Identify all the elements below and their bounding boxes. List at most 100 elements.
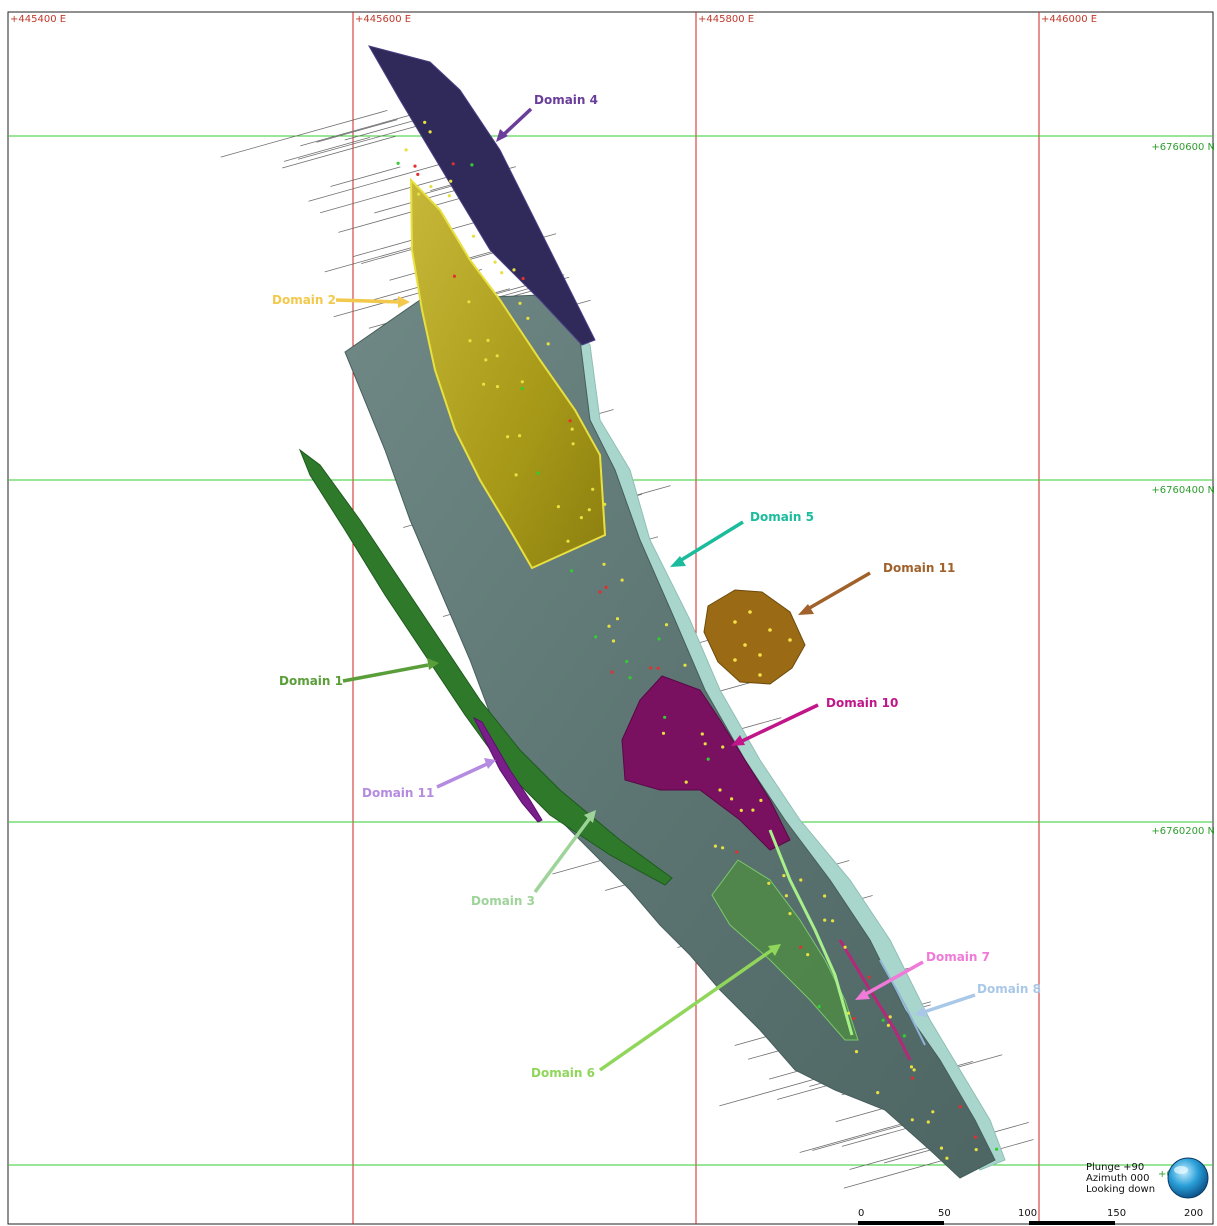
arrow-domain-7 xyxy=(863,960,924,997)
sample-points xyxy=(396,120,999,1160)
sample-point xyxy=(881,1018,885,1022)
sample-point xyxy=(428,130,432,134)
domain-1-solid[interactable] xyxy=(298,448,673,886)
sample-point xyxy=(661,731,666,735)
sample-point xyxy=(452,274,456,278)
label-domain-4: Domain 4 xyxy=(534,93,598,107)
sample-point xyxy=(598,590,602,594)
sample-point xyxy=(512,268,516,272)
sample-point xyxy=(735,850,739,854)
sample-point xyxy=(703,742,707,746)
sample-point xyxy=(759,798,763,803)
sample-point xyxy=(852,1016,856,1021)
domain-11-east-solid[interactable] xyxy=(703,589,806,685)
sample-point xyxy=(518,301,522,305)
arrow-domain-10 xyxy=(739,703,819,744)
label-domain-3: Domain 3 xyxy=(471,894,535,908)
scale-tick-label: 0 xyxy=(858,1208,864,1219)
sample-point xyxy=(758,653,762,657)
view-orientation-compass[interactable] xyxy=(1167,1157,1209,1199)
domain-2-solid[interactable] xyxy=(409,177,607,570)
sample-point xyxy=(945,1156,949,1160)
sample-point xyxy=(846,1011,851,1015)
domain-10-solid[interactable] xyxy=(621,675,791,851)
arrow-head-icon xyxy=(584,810,596,823)
label-domain-11-east: Domain 11 xyxy=(883,561,955,575)
domain-11-west-solid[interactable] xyxy=(472,716,543,823)
arrow-domain-4 xyxy=(498,107,533,140)
arrow-domain-6 xyxy=(598,948,774,1072)
label-domain-6: Domain 6 xyxy=(531,1066,595,1080)
sample-point xyxy=(886,1023,891,1027)
drillhole-trace xyxy=(316,119,398,143)
easting-labels: +445400 E +445600 E +445800 E +446000 E xyxy=(10,14,1097,25)
arrow-domain-3 xyxy=(533,816,592,894)
northing-label: +6760600 N xyxy=(1151,142,1215,153)
sample-point xyxy=(721,846,725,850)
sample-point xyxy=(413,164,417,168)
sample-point xyxy=(700,732,704,736)
scale-tick-label: 200 xyxy=(1184,1208,1203,1219)
sample-point xyxy=(417,192,421,196)
sample-point xyxy=(482,382,486,386)
label-domain-8: Domain 8 xyxy=(977,982,1041,996)
scale-bar-segment xyxy=(858,1221,944,1225)
sample-point xyxy=(876,1091,880,1095)
easting-label: +445400 E xyxy=(10,14,66,25)
scale-bar: 0 50 100 150 200 xyxy=(858,1208,1203,1225)
sample-point xyxy=(451,162,455,166)
sample-point xyxy=(615,617,620,621)
arrow-head-icon xyxy=(914,1006,927,1017)
sample-point xyxy=(912,1068,916,1072)
sample-point xyxy=(748,610,752,614)
sample-point xyxy=(788,638,792,642)
sample-point xyxy=(603,502,607,506)
sample-point xyxy=(656,666,660,670)
sample-point xyxy=(591,487,595,491)
coordinate-grid xyxy=(8,12,1213,1224)
sample-point xyxy=(926,1120,930,1124)
sample-point xyxy=(721,745,725,749)
view-plunge: Plunge +90 xyxy=(1086,1162,1145,1173)
sample-point xyxy=(888,1015,892,1019)
sample-point xyxy=(449,179,453,183)
scale-tick-label: 150 xyxy=(1107,1208,1126,1219)
domain-7-vein xyxy=(838,939,912,1061)
scale-tick-label: 100 xyxy=(1018,1208,1037,1219)
drillhole-trace xyxy=(283,137,371,162)
sample-point xyxy=(495,354,499,358)
easting-label: +445800 E xyxy=(698,14,754,25)
sample-point xyxy=(799,945,803,949)
arrow-head-icon xyxy=(670,556,686,567)
sample-point xyxy=(570,569,574,573)
sample-point xyxy=(493,260,497,264)
compass-sphere-icon[interactable] xyxy=(1167,1157,1209,1199)
sample-point xyxy=(429,184,433,189)
sample-point xyxy=(854,1050,859,1054)
sample-point xyxy=(604,585,608,590)
sample-point xyxy=(587,508,591,512)
sample-point xyxy=(514,473,518,477)
sample-point xyxy=(902,1034,907,1038)
sample-point xyxy=(611,639,616,643)
label-domain-2: Domain 2 xyxy=(272,293,336,307)
sample-point xyxy=(467,300,471,304)
sample-point xyxy=(843,945,847,949)
sample-point xyxy=(536,471,540,475)
sample-point xyxy=(396,161,400,165)
sample-point xyxy=(416,172,420,176)
sample-point xyxy=(470,163,474,167)
sample-point xyxy=(939,1146,944,1150)
arrow-domain-1 xyxy=(342,663,429,683)
domain-6-solid[interactable] xyxy=(711,859,859,1041)
sample-point xyxy=(620,578,624,582)
sample-point xyxy=(784,894,789,898)
sample-point xyxy=(649,666,653,670)
domain-8-vein xyxy=(879,959,926,1046)
domain-4-solid[interactable] xyxy=(367,45,596,346)
sample-point xyxy=(733,658,737,662)
sample-point xyxy=(610,670,614,674)
sample-point xyxy=(556,505,561,509)
